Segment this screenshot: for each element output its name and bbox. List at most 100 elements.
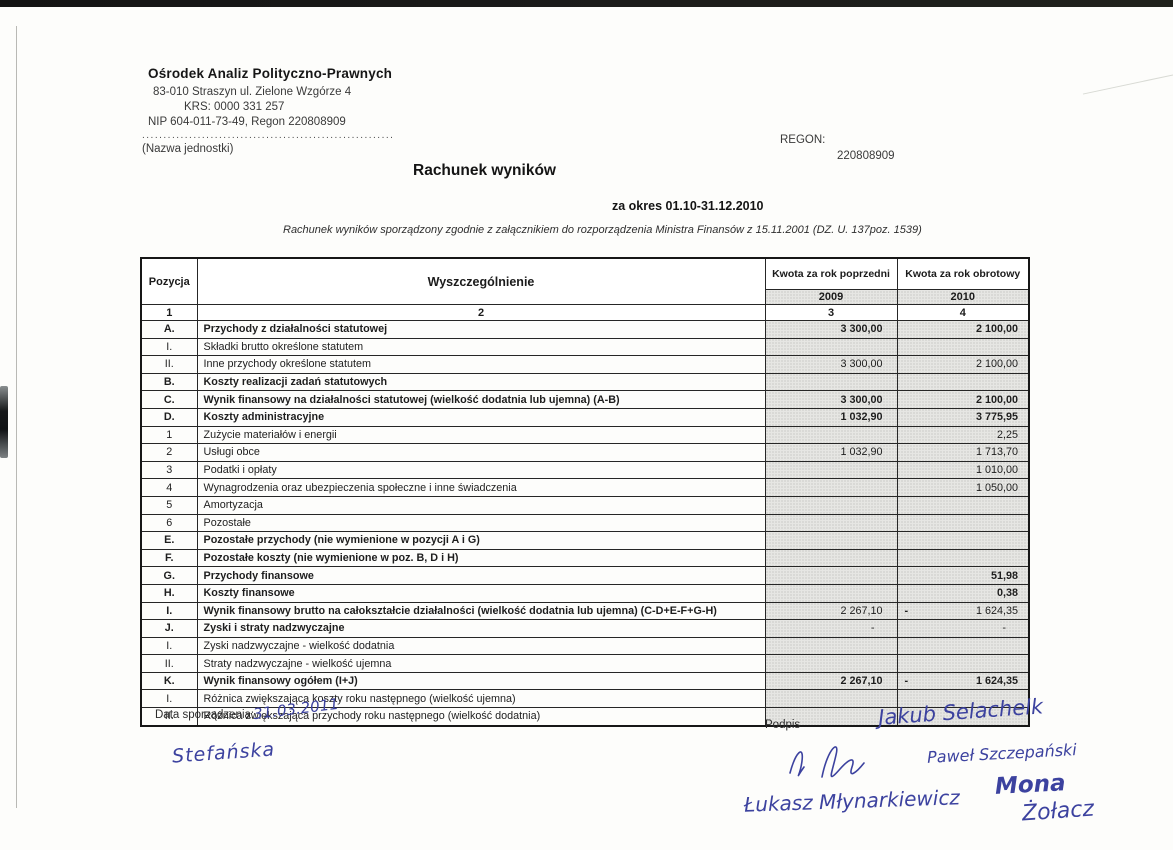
scan-edge-top <box>0 0 1173 7</box>
row-label: Wynik finansowy ogółem (I+J) <box>196 671 766 691</box>
row-value-2010-amount: 1 624,35 <box>975 604 1018 617</box>
header-wyszczegolnienie: Wyszczególnienie <box>196 257 766 305</box>
row-value-2010: 2,25 <box>896 425 1030 445</box>
row-position: A. <box>140 320 198 339</box>
row-value-2009 <box>764 583 898 603</box>
row-position: II. <box>140 355 198 374</box>
row-value-2010 <box>896 689 1030 709</box>
row-position: I. <box>140 689 198 709</box>
regon-value: 220808909 <box>837 150 895 162</box>
legal-note: Rachunek wyników sporządzony zgodnie z z… <box>283 224 922 236</box>
row-label: Przychody z działalności statutowej <box>196 320 766 339</box>
signature-3: Łukasz Młynarkiewicz <box>743 785 961 817</box>
header-year-2010: 2010 <box>896 289 1030 305</box>
row-label: Inne przychody określone statutem <box>196 355 766 374</box>
row-label: Amortyzacja <box>196 495 766 515</box>
row-value-2009 <box>764 548 898 568</box>
row-value-2009 <box>764 566 898 585</box>
row-value-2009 <box>764 654 898 673</box>
row-label: Zużycie materiałów i energii <box>196 425 766 445</box>
table-row: H. Koszty finansowe 0,38 <box>140 583 1030 603</box>
row-position: I. <box>140 337 198 357</box>
row-position: 3 <box>140 460 198 480</box>
row-position: I. <box>140 636 198 656</box>
header-year-2009: 2009 <box>764 289 898 305</box>
row-value-2009 <box>764 707 898 727</box>
row-value-2010: 2 100,00 <box>896 320 1030 339</box>
table-row: B. Koszty realizacji zadań statutowych <box>140 372 1030 392</box>
row-value-2009 <box>764 337 898 357</box>
org-nip-regon: NIP 604-011-73-49, Regon 220808909 <box>148 116 346 128</box>
table-row: F. Pozostałe koszty (nie wymienione w poz… <box>140 548 1030 568</box>
table-row: A. Przychody z działalności statutowej 3 3… <box>140 320 1030 339</box>
table-row: J. Zyski i straty nadzwyczajne - - <box>140 619 1030 638</box>
table-row: II. Różnica zwiększająca przychody roku n… <box>140 707 1030 727</box>
row-value-2010 <box>896 531 1030 550</box>
row-value-2010: 1 050,00 <box>896 478 1030 497</box>
row-label: Podatki i opłaty <box>196 460 766 480</box>
row-value-2009: 3 300,00 <box>764 390 898 409</box>
signature-4b: Żołacz <box>1021 796 1095 827</box>
table-row: 4 Wynagrodzenia oraz ubezpieczenia społec… <box>140 478 1030 497</box>
row-value-2009 <box>764 636 898 656</box>
org-address: 83-010 Straszyn ul. Zielone Wzgórze 4 <box>153 86 352 98</box>
row-value-2010 <box>896 337 1030 357</box>
header-kwota-obrotowy: Kwota za rok obrotowy <box>896 257 1030 290</box>
results-table: Pozycja Wyszczególnienie Kwota za rok po… <box>140 257 1030 727</box>
row-value-2009 <box>764 478 898 497</box>
row-position: F. <box>140 548 198 568</box>
table-row: K. Wynik finansowy ogółem (I+J) 2 267,10- 1… <box>140 671 1030 691</box>
row-value-2010: 1 713,70 <box>896 443 1030 462</box>
signature-2: Paweł Szczepański <box>926 740 1078 767</box>
row-position: E. <box>140 531 198 550</box>
row-value-2010-amount: 1 624,35 <box>975 675 1018 688</box>
table-row: II. Straty nadzwyczajne - wielkość ujemna <box>140 654 1030 673</box>
row-value-2010: 2 100,00 <box>896 355 1030 374</box>
row-value-2010 <box>896 548 1030 568</box>
row-value-2010: 2 100,00 <box>896 390 1030 409</box>
table-row: 1 Zużycie materiałów i energii 2,25 <box>140 425 1030 445</box>
row-label: Zyski i straty nadzwyczajne <box>196 619 766 638</box>
row-value-2009: - <box>764 619 898 638</box>
table-row: 3 Podatki i opłaty 1 010,00 <box>140 460 1030 480</box>
table-row: 6 Pozostałe <box>140 513 1030 533</box>
date-label: Data sporządzenia: <box>155 709 255 721</box>
scan-edge-left-line <box>16 26 17 808</box>
row-label: Wynik finansowy brutto na całokształcie … <box>196 601 766 621</box>
table-row: D. Koszty administracyjne 1 032,90 3 775,95 <box>140 407 1030 427</box>
row-position: II. <box>140 654 198 673</box>
row-value-2009 <box>764 425 898 445</box>
table-row: 2 Usługi obce 1 032,90 1 713,70 <box>140 443 1030 462</box>
row-label: Wynagrodzenia oraz ubezpieczenia społecz… <box>196 478 766 497</box>
row-position: B. <box>140 372 198 392</box>
org-name: Ośrodek Analiz Polityczno-Prawnych <box>148 66 393 81</box>
table-row: II. Inne przychody określone statutem 3 30… <box>140 355 1030 374</box>
row-value-2009 <box>764 495 898 515</box>
document-period: za okres 01.10-31.12.2010 <box>612 199 764 213</box>
row-label: Pozostałe koszty (nie wymienione w poz. … <box>196 548 766 568</box>
preparer-signature: Stefańska <box>171 738 276 768</box>
row-label: Koszty realizacji zadań statutowych <box>196 372 766 392</box>
row-value-2009: 3 300,00 <box>764 320 898 339</box>
row-value-2009 <box>764 531 898 550</box>
regon-label: REGON: <box>780 134 826 146</box>
row-value-2010: - 1 624,35 <box>896 671 1030 691</box>
row-label: Składki brutto określone statutem <box>196 337 766 357</box>
row-value-2009: 1 032,90 <box>764 443 898 462</box>
row-label: Pozostałe przychody (nie wymienione w po… <box>196 531 766 550</box>
row-position: K. <box>140 671 198 691</box>
row-value-2009: 3 300,00 <box>764 355 898 374</box>
table-row: I. Wynik finansowy brutto na całokształci… <box>140 601 1030 621</box>
scan-crease <box>1082 74 1173 95</box>
index-col-1: 1 <box>140 304 198 321</box>
row-value-2010: 1 010,00 <box>896 460 1030 480</box>
row-value-2010 <box>896 636 1030 656</box>
table-row: I. Składki brutto określone statutem <box>140 337 1030 357</box>
header-pozycja: Pozycja <box>140 257 198 305</box>
header-kwota-poprzedni: Kwota za rok poprzedni <box>764 257 898 290</box>
row-value-2010 <box>896 654 1030 673</box>
table-row: G. Przychody finansowe 51,98 <box>140 566 1030 585</box>
row-position: 6 <box>140 513 198 533</box>
signature-4a: Mona <box>994 770 1067 800</box>
